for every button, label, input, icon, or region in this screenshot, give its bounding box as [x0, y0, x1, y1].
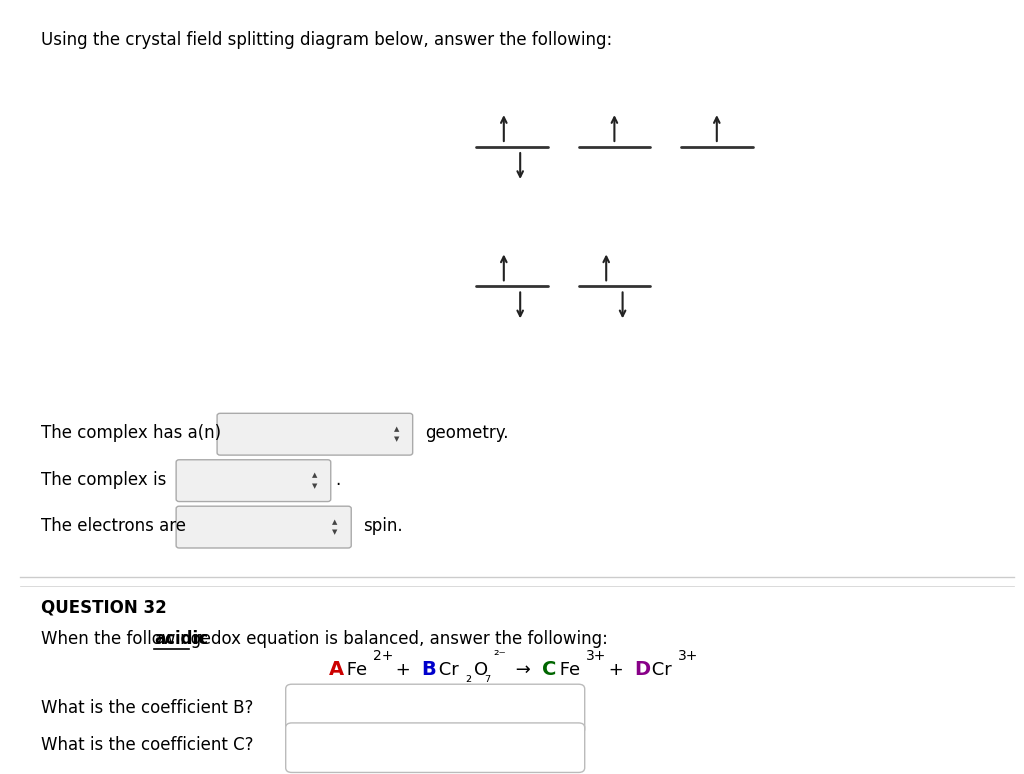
Text: .: .	[335, 471, 340, 489]
Text: ▼: ▼	[393, 437, 399, 443]
Text: D: D	[634, 660, 650, 679]
Text: The complex has a(n): The complex has a(n)	[41, 424, 221, 443]
Text: C: C	[542, 660, 556, 679]
Text: What is the coefficient C?: What is the coefficient C?	[41, 735, 254, 754]
Text: redox equation is balanced, answer the following:: redox equation is balanced, answer the f…	[189, 629, 608, 648]
Text: The electrons are: The electrons are	[41, 517, 186, 536]
Text: Cr: Cr	[646, 660, 672, 679]
Text: The complex is: The complex is	[41, 471, 166, 489]
Text: acidic: acidic	[154, 629, 208, 648]
Text: ▲: ▲	[332, 519, 338, 525]
Text: spin.: spin.	[364, 517, 403, 536]
FancyBboxPatch shape	[217, 413, 413, 455]
FancyBboxPatch shape	[286, 684, 585, 734]
Text: 2+: 2+	[373, 649, 393, 663]
Text: Cr: Cr	[433, 660, 459, 679]
FancyBboxPatch shape	[176, 506, 351, 548]
Text: When the following: When the following	[41, 629, 206, 648]
Text: ₇: ₇	[484, 670, 490, 685]
Text: Fe: Fe	[341, 660, 368, 679]
FancyBboxPatch shape	[286, 723, 585, 772]
Text: B: B	[422, 660, 436, 679]
Text: ▼: ▼	[332, 529, 338, 536]
Text: ▼: ▼	[311, 483, 317, 489]
Text: +: +	[390, 660, 416, 679]
Text: +: +	[602, 660, 629, 679]
FancyBboxPatch shape	[176, 460, 331, 502]
Text: What is the coefficient B?: What is the coefficient B?	[41, 699, 253, 717]
Text: O: O	[474, 660, 488, 679]
Text: ₂: ₂	[465, 670, 471, 685]
Text: geometry.: geometry.	[425, 424, 509, 443]
Text: QUESTION 32: QUESTION 32	[41, 598, 167, 617]
Text: Fe: Fe	[554, 660, 581, 679]
Text: 3+: 3+	[586, 649, 606, 663]
Text: A: A	[330, 660, 344, 679]
Text: →: →	[510, 660, 538, 679]
Text: Using the crystal field splitting diagram below, answer the following:: Using the crystal field splitting diagra…	[41, 31, 612, 49]
Text: ▲: ▲	[311, 472, 317, 478]
Text: ²⁻: ²⁻	[494, 649, 507, 663]
Text: 3+: 3+	[678, 649, 698, 663]
Text: ▲: ▲	[393, 426, 399, 432]
